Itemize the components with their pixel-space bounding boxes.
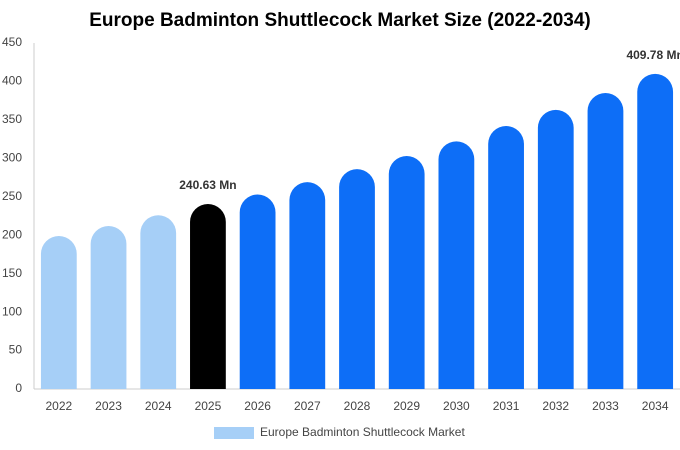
bar bbox=[40, 235, 77, 389]
x-tick-label: 2026 bbox=[244, 399, 271, 413]
x-tick-label: 2025 bbox=[195, 399, 222, 413]
x-tick-label: 2029 bbox=[393, 399, 420, 413]
y-tick-label: 300 bbox=[2, 151, 22, 165]
x-tick-label: 2027 bbox=[294, 399, 321, 413]
y-tick-label: 450 bbox=[2, 35, 22, 49]
value-label: 240.63 Mn bbox=[179, 178, 236, 192]
y-tick-label: 150 bbox=[2, 266, 22, 280]
x-tick-label: 2032 bbox=[542, 399, 569, 413]
y-tick-label: 250 bbox=[2, 189, 22, 203]
bar bbox=[537, 109, 574, 390]
bar bbox=[239, 194, 276, 389]
legend-swatch bbox=[214, 427, 254, 439]
bar bbox=[90, 226, 127, 389]
y-tick-label: 50 bbox=[9, 343, 23, 357]
bar bbox=[190, 203, 226, 389]
bar bbox=[388, 156, 425, 389]
y-tick-label: 0 bbox=[15, 381, 22, 395]
bar bbox=[587, 93, 624, 389]
bar bbox=[289, 182, 326, 389]
bar bbox=[637, 73, 674, 390]
x-tick-label: 2031 bbox=[493, 399, 520, 413]
x-tick-label: 2030 bbox=[443, 399, 470, 413]
x-tick-label: 2033 bbox=[592, 399, 619, 413]
value-label: 409.78 Mn bbox=[626, 48, 680, 62]
chart-title: Europe Badminton Shuttlecock Market Size… bbox=[89, 10, 591, 31]
y-tick-label: 400 bbox=[2, 74, 22, 88]
x-tick-label: 2022 bbox=[45, 399, 72, 413]
legend-label: Europe Badminton Shuttlecock Market bbox=[260, 425, 465, 439]
bar bbox=[488, 126, 524, 389]
x-tick-label: 2034 bbox=[642, 399, 669, 413]
y-tick-label: 350 bbox=[2, 112, 22, 126]
bar bbox=[339, 169, 375, 389]
y-tick-label: 100 bbox=[2, 304, 22, 318]
x-tick-label: 2024 bbox=[145, 399, 172, 413]
bar bbox=[438, 141, 475, 389]
x-tick-label: 2023 bbox=[95, 399, 122, 413]
y-tick-label: 200 bbox=[2, 227, 22, 241]
bar bbox=[140, 215, 177, 389]
x-tick-label: 2028 bbox=[344, 399, 371, 413]
